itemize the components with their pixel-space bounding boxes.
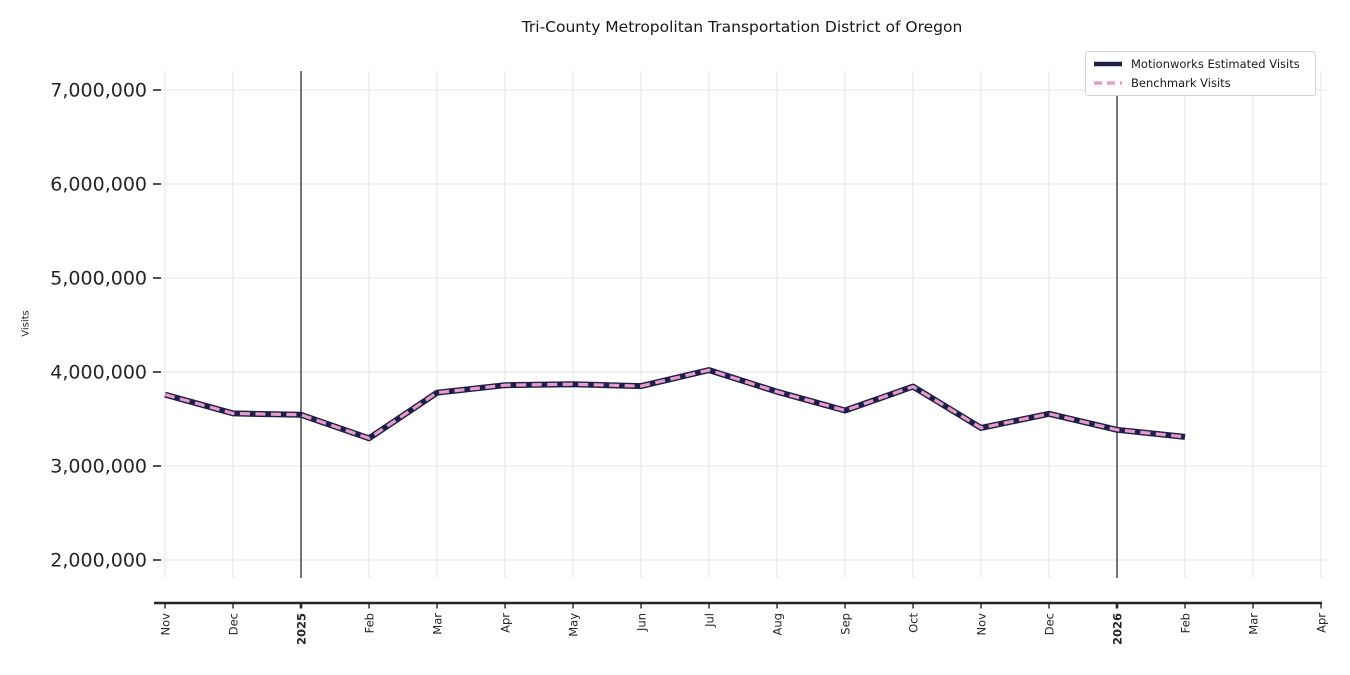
legend-label-estimated: Motionworks Estimated Visits [1131,57,1300,71]
y-tick-label: 6,000,000 [50,174,147,196]
x-tick-label: Nov [159,613,173,636]
x-tick-label: Aug [771,613,785,635]
x-tick-label: Dec [1043,613,1057,635]
series-line-benchmark [164,368,1186,440]
x-tick-label: Feb [363,613,377,633]
x-tick-label: Nov [975,613,989,636]
y-tick-label: 7,000,000 [50,80,147,102]
x-tick-label: Apr [499,613,513,633]
x-tick-label: Oct [907,613,921,633]
x-tick-label: Apr [1315,613,1329,633]
x-tick-label: Sep [839,613,853,635]
x-tick-label: Mar [1247,613,1261,635]
gridlines [158,71,1326,578]
legend-item-estimated: Motionworks Estimated Visits [1094,57,1306,71]
x-tick-label: 2026 [1111,613,1125,645]
y-axis: 2,000,000 3,000,000 4,000,000 5,000,000 6,00… [50,80,161,572]
x-axis: Nov Dec 2025 Feb Mar Apr May Jun Jul Aug Sep Oct Nov… [154,601,1329,645]
x-tick-label: May [567,613,581,637]
dashed-line-swatch-icon [1094,81,1122,85]
x-tick-label: Mar [431,613,445,635]
data-series [164,367,1186,442]
y-tick-label: 3,000,000 [50,456,147,478]
series-line-estimated [164,367,1186,442]
y-tick-label: 4,000,000 [50,362,147,384]
legend: Motionworks Estimated Visits Benchmark V… [1085,51,1316,96]
chart-title: Tri-County Metropolitan Transportation D… [521,18,963,36]
x-tick-label: Feb [1179,613,1193,633]
legend-label-benchmark: Benchmark Visits [1131,76,1231,90]
year-separator-lines [300,71,1118,578]
legend-item-benchmark: Benchmark Visits [1094,76,1306,90]
y-tick-label: 5,000,000 [50,268,147,290]
x-tick-label: Jun [635,613,649,632]
y-tick-label: 2,000,000 [50,550,147,572]
x-tick-label: Dec [227,613,241,635]
x-tick-label: 2025 [295,613,309,645]
solid-line-swatch-icon [1094,61,1122,67]
x-tick-label: Jul [703,613,717,628]
